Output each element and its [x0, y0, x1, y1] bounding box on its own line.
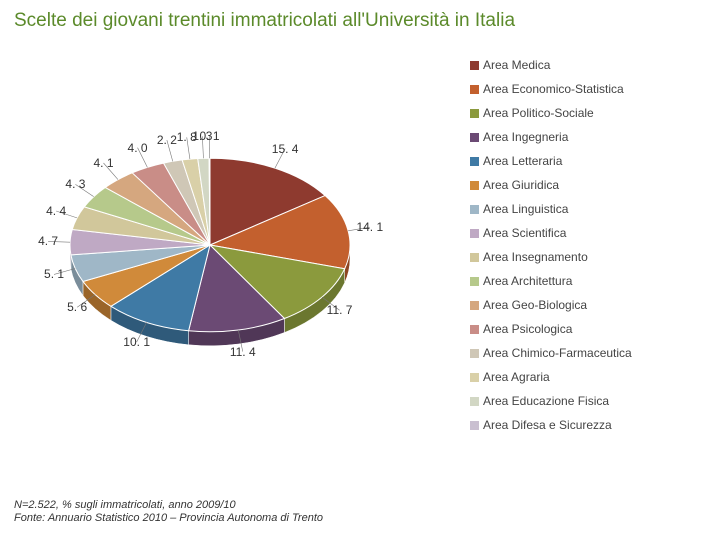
legend-label: Area Agraria: [483, 370, 550, 384]
footnote-line-2: Fonte: Annuario Statistico 2010 – Provin…: [14, 512, 323, 526]
slice-value-label: 15. 4: [272, 142, 299, 156]
legend-swatch: [470, 109, 479, 118]
legend: Area Medica Area Economico-Statistica Area…: [470, 58, 710, 442]
page-title: Scelte dei giovani trentini immatricolat…: [14, 10, 515, 32]
legend-label: Area Medica: [483, 58, 550, 72]
legend-item: Area Chimico-Farmaceutica: [470, 346, 710, 360]
legend-item: Area Ingegneria: [470, 130, 710, 144]
legend-swatch: [470, 85, 479, 94]
legend-label: Area Letteraria: [483, 154, 562, 168]
legend-swatch: [470, 277, 479, 286]
slice-value-label: 10. 1: [123, 335, 150, 349]
legend-swatch: [470, 157, 479, 166]
legend-item: Area Linguistica: [470, 202, 710, 216]
legend-item: Area Letteraria: [470, 154, 710, 168]
legend-label: Area Architettura: [483, 274, 572, 288]
legend-swatch: [470, 229, 479, 238]
slice-value-label: 11. 7: [327, 303, 353, 317]
legend-item: Area Scientifica: [470, 226, 710, 240]
footnote-line-1: N=2.522, % sugli immatricolati, anno 200…: [14, 499, 323, 513]
pie-chart: 15. 4 14. 1 11. 7 11. 4 10. 1 5. 6 5. 1 4. 7 4. …: [20, 80, 400, 400]
legend-swatch: [470, 133, 479, 142]
legend-item: Area Psicologica: [470, 322, 710, 336]
legend-swatch: [470, 373, 479, 382]
legend-item: Area Difesa e Sicurezza: [470, 418, 710, 432]
legend-label: Area Psicologica: [483, 322, 572, 336]
legend-swatch: [470, 181, 479, 190]
legend-swatch: [470, 61, 479, 70]
legend-swatch: [470, 253, 479, 262]
slice-value-label: 4. 1: [93, 156, 113, 170]
legend-item: Area Economico-Statistica: [470, 82, 710, 96]
legend-label: Area Difesa e Sicurezza: [483, 418, 612, 432]
slice-value-label: 5. 6: [67, 300, 87, 314]
legend-item: Area Agraria: [470, 370, 710, 384]
slice-value-label: 0. 1: [199, 129, 219, 143]
slice-value-label: 4. 0: [128, 141, 148, 155]
legend-swatch: [470, 205, 479, 214]
legend-item: Area Architettura: [470, 274, 710, 288]
legend-swatch: [470, 325, 479, 334]
legend-swatch: [470, 349, 479, 358]
slice-value-label: 11. 4: [230, 345, 256, 359]
legend-label: Area Giuridica: [483, 178, 559, 192]
legend-label: Area Chimico-Farmaceutica: [483, 346, 632, 360]
legend-label: Area Scientifica: [483, 226, 566, 240]
legend-item: Area Insegnamento: [470, 250, 710, 264]
slice-value-label: 4. 3: [65, 177, 85, 191]
slice-value-label: 4. 7: [38, 234, 58, 248]
slice-value-label: 14. 1: [356, 220, 383, 234]
legend-item: Area Medica: [470, 58, 710, 72]
legend-item: Area Educazione Fisica: [470, 394, 710, 408]
legend-item: Area Giuridica: [470, 178, 710, 192]
slice-value-label: 2. 2: [157, 133, 177, 147]
legend-swatch: [470, 301, 479, 310]
legend-label: Area Politico-Sociale: [483, 106, 594, 120]
footnote: N=2.522, % sugli immatricolati, anno 200…: [14, 499, 323, 527]
legend-label: Area Geo-Biologica: [483, 298, 587, 312]
slice-value-label: 5. 1: [44, 267, 64, 281]
slice-value-label: 4. 4: [46, 204, 66, 218]
legend-swatch: [470, 397, 479, 406]
legend-label: Area Insegnamento: [483, 250, 588, 264]
legend-item: Area Politico-Sociale: [470, 106, 710, 120]
legend-label: Area Ingegneria: [483, 130, 568, 144]
legend-label: Area Economico-Statistica: [483, 82, 624, 96]
legend-label: Area Linguistica: [483, 202, 568, 216]
legend-item: Area Geo-Biologica: [470, 298, 710, 312]
legend-swatch: [470, 421, 479, 430]
legend-label: Area Educazione Fisica: [483, 394, 609, 408]
